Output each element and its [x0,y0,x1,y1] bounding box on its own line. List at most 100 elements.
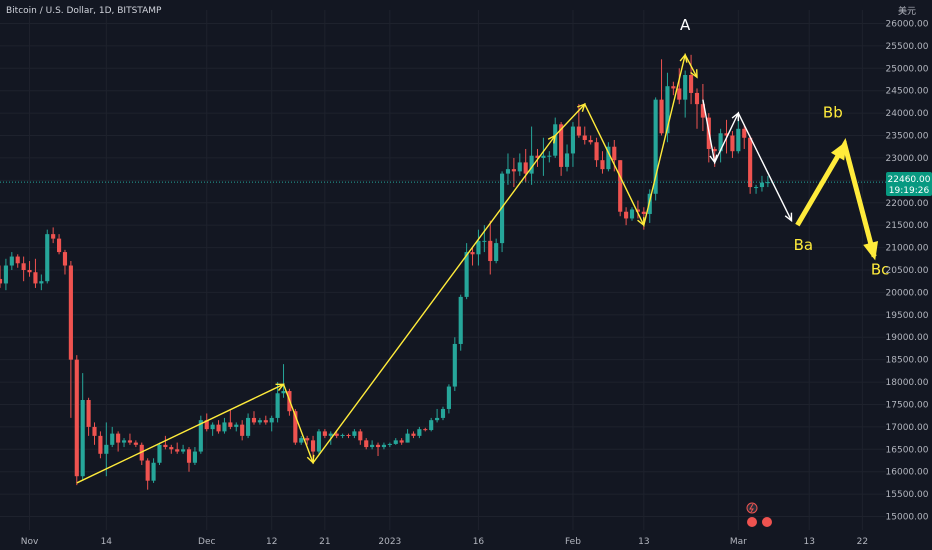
candle [753,184,759,194]
candle [765,175,770,188]
x-tick-label: 13 [803,537,814,547]
candle-body [553,124,558,156]
candle-body [440,408,446,418]
candle [718,128,723,163]
candle [116,431,121,452]
us-flag-icon[interactable] [747,517,757,527]
candle [198,415,203,454]
candle [92,422,97,445]
candle-body [423,429,428,431]
candle [505,153,511,185]
candle [417,426,422,439]
x-tick-label: 2023 [378,537,401,547]
candle-body [464,252,469,297]
wave-arrowhead [731,111,740,122]
candle-body [736,128,741,152]
candle [110,426,115,448]
candle [45,229,50,284]
candle [423,427,428,432]
candle-body [151,462,156,481]
candle-body [181,449,186,452]
candle [228,408,233,430]
candle [127,433,133,445]
candle [216,420,221,434]
candle-body [186,449,192,463]
candle-body [257,420,262,423]
event-icons[interactable] [746,502,772,527]
candle [3,258,8,291]
candle [446,384,451,414]
candle [594,137,599,167]
candle-body [92,426,97,436]
candle [121,438,127,448]
candle-body [121,440,127,443]
y-tick-label: 18000.00 [886,378,929,388]
candle-body [653,99,658,194]
us-flag-icon-2[interactable] [762,517,772,527]
candle-body [476,240,481,255]
wave-arrowhead [709,154,718,164]
candle-body [127,440,133,443]
candle [269,415,274,432]
time-axis[interactable]: Nov 14 Dec 12 21 2023 16 Feb 13 Mar 13 22 [21,537,868,547]
candle-body [352,431,357,436]
candle-body [435,417,440,421]
candle [257,417,262,425]
candle-body [759,182,765,188]
candle-body [322,431,327,436]
y-tick-label: 18500.00 [886,356,929,366]
candle-body [104,444,109,454]
wave-arrowhead [637,217,645,227]
candle [677,68,682,105]
candle-body [192,451,197,463]
price-badge-background [886,172,932,196]
candle [51,227,56,244]
y-tick-label: 24000.00 [886,109,929,119]
candle [635,200,640,219]
candle [588,135,593,145]
candle [0,265,3,288]
candle-body [346,434,351,436]
candle [364,438,369,450]
wave-arrowhead [679,53,688,63]
candle [476,229,481,266]
y-tick-label: 24500.00 [886,87,929,97]
candle-body [694,92,700,105]
currency-label: 美元 [898,5,916,17]
candle-body [612,146,617,161]
candle [464,243,469,300]
candle [133,440,138,448]
y-tick-label: 22000.00 [886,199,929,209]
candle-body [39,281,44,284]
candle-body [600,160,605,170]
candle-body [358,431,363,441]
y-tick-label: 15500.00 [886,490,929,500]
candle-body [275,393,280,418]
price-axis[interactable]: 15000.00 15500.00 16000.00 16500.00 17000.00… [886,19,929,522]
y-tick-label: 25500.00 [886,42,929,52]
candle-body [110,433,115,445]
candle [240,420,245,441]
candle [629,207,635,221]
candle-body [269,417,274,423]
candle [145,458,150,490]
candle-body [133,442,138,445]
candle [80,373,85,481]
candle [736,115,741,154]
candle [494,238,499,264]
lightning-glyph-icon [749,503,754,513]
wave-label-bc: Bc [871,260,890,278]
candle [305,435,310,445]
candle-body [641,211,646,214]
candle [352,429,357,439]
lightning-icon[interactable] [746,502,758,514]
wave-arrowhead [577,102,586,112]
candle [163,435,168,450]
y-tick-label: 20500.00 [886,266,929,276]
candle-body [364,440,369,448]
candle-body [700,104,705,118]
candle [181,444,186,454]
candle-body [470,252,475,255]
candle-body [387,443,392,445]
